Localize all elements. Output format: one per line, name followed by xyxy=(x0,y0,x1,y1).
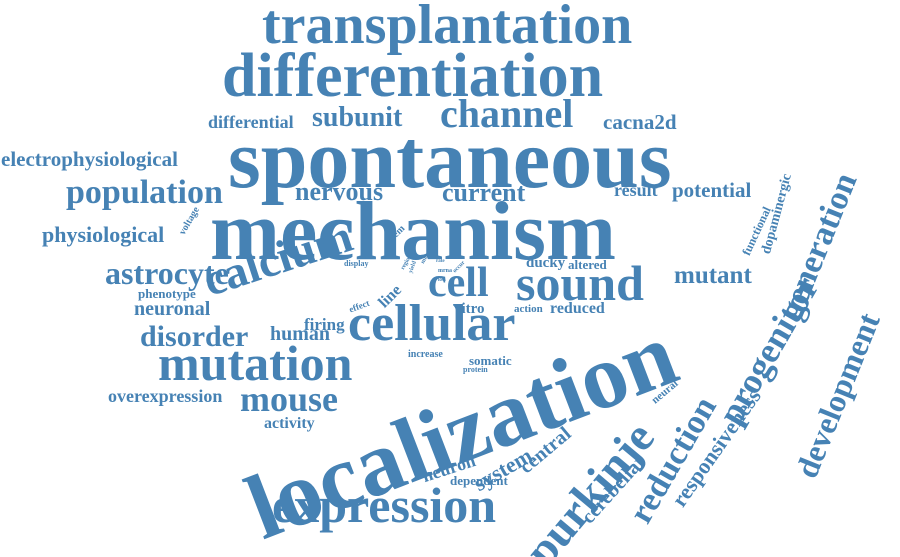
word-protein: protein xyxy=(463,365,488,374)
word-mechanism: mechanism xyxy=(210,185,616,278)
word-increase: increase xyxy=(408,349,443,360)
word-mouse: mouse xyxy=(240,379,338,419)
word-cell: cell xyxy=(428,260,489,306)
word-nervous: nervous xyxy=(295,177,384,206)
word-potential: potential xyxy=(672,178,752,202)
word-firing: firing xyxy=(304,315,345,334)
word-mrna: mrna xyxy=(438,268,452,274)
word-mutation: mutation xyxy=(158,335,353,391)
word-astrocyte: astrocyte xyxy=(105,255,229,291)
word-subunit: subunit xyxy=(312,102,403,133)
word-reduced: reduced xyxy=(550,300,605,317)
word-vitro: vitro xyxy=(454,301,485,317)
word-differential: differential xyxy=(208,112,294,132)
word-cellular: cellular xyxy=(348,295,516,352)
word-cacna2d: cacna2d xyxy=(603,110,677,134)
word-spontaneous: spontaneous xyxy=(228,113,672,206)
word-development: development xyxy=(788,307,887,483)
word-activity: activity xyxy=(264,415,315,432)
word-phenotype: phenotype xyxy=(138,286,196,301)
word-display: display xyxy=(344,259,369,268)
word-overexpression: overexpression xyxy=(108,386,223,406)
word-physiological: physiological xyxy=(42,222,165,247)
word-disorder: disorder xyxy=(140,320,249,353)
word-population: population xyxy=(66,174,223,211)
word-human: human xyxy=(270,323,331,345)
word-expression: expression xyxy=(272,477,497,533)
word-channel: channel xyxy=(440,91,574,136)
word-loss: loss xyxy=(438,278,446,283)
word-somatic: somatic xyxy=(469,353,512,368)
word-ducky: ducky xyxy=(526,255,566,271)
word-dependent: dependent xyxy=(450,473,508,488)
word-differentiation: differentiation xyxy=(222,42,604,110)
word-mutant: mutant xyxy=(674,262,752,289)
word-electrophysiological: electrophysiological xyxy=(1,147,178,171)
word-action: action xyxy=(514,303,543,315)
word-current: current xyxy=(442,178,526,207)
word-result: result xyxy=(614,180,658,200)
word-altered: altered xyxy=(568,257,607,272)
word-transplantation: transplantation xyxy=(262,0,633,56)
word-sound: sound xyxy=(516,255,644,311)
word-neuronal: neuronal xyxy=(134,298,211,320)
word-rate: rate xyxy=(436,259,445,264)
